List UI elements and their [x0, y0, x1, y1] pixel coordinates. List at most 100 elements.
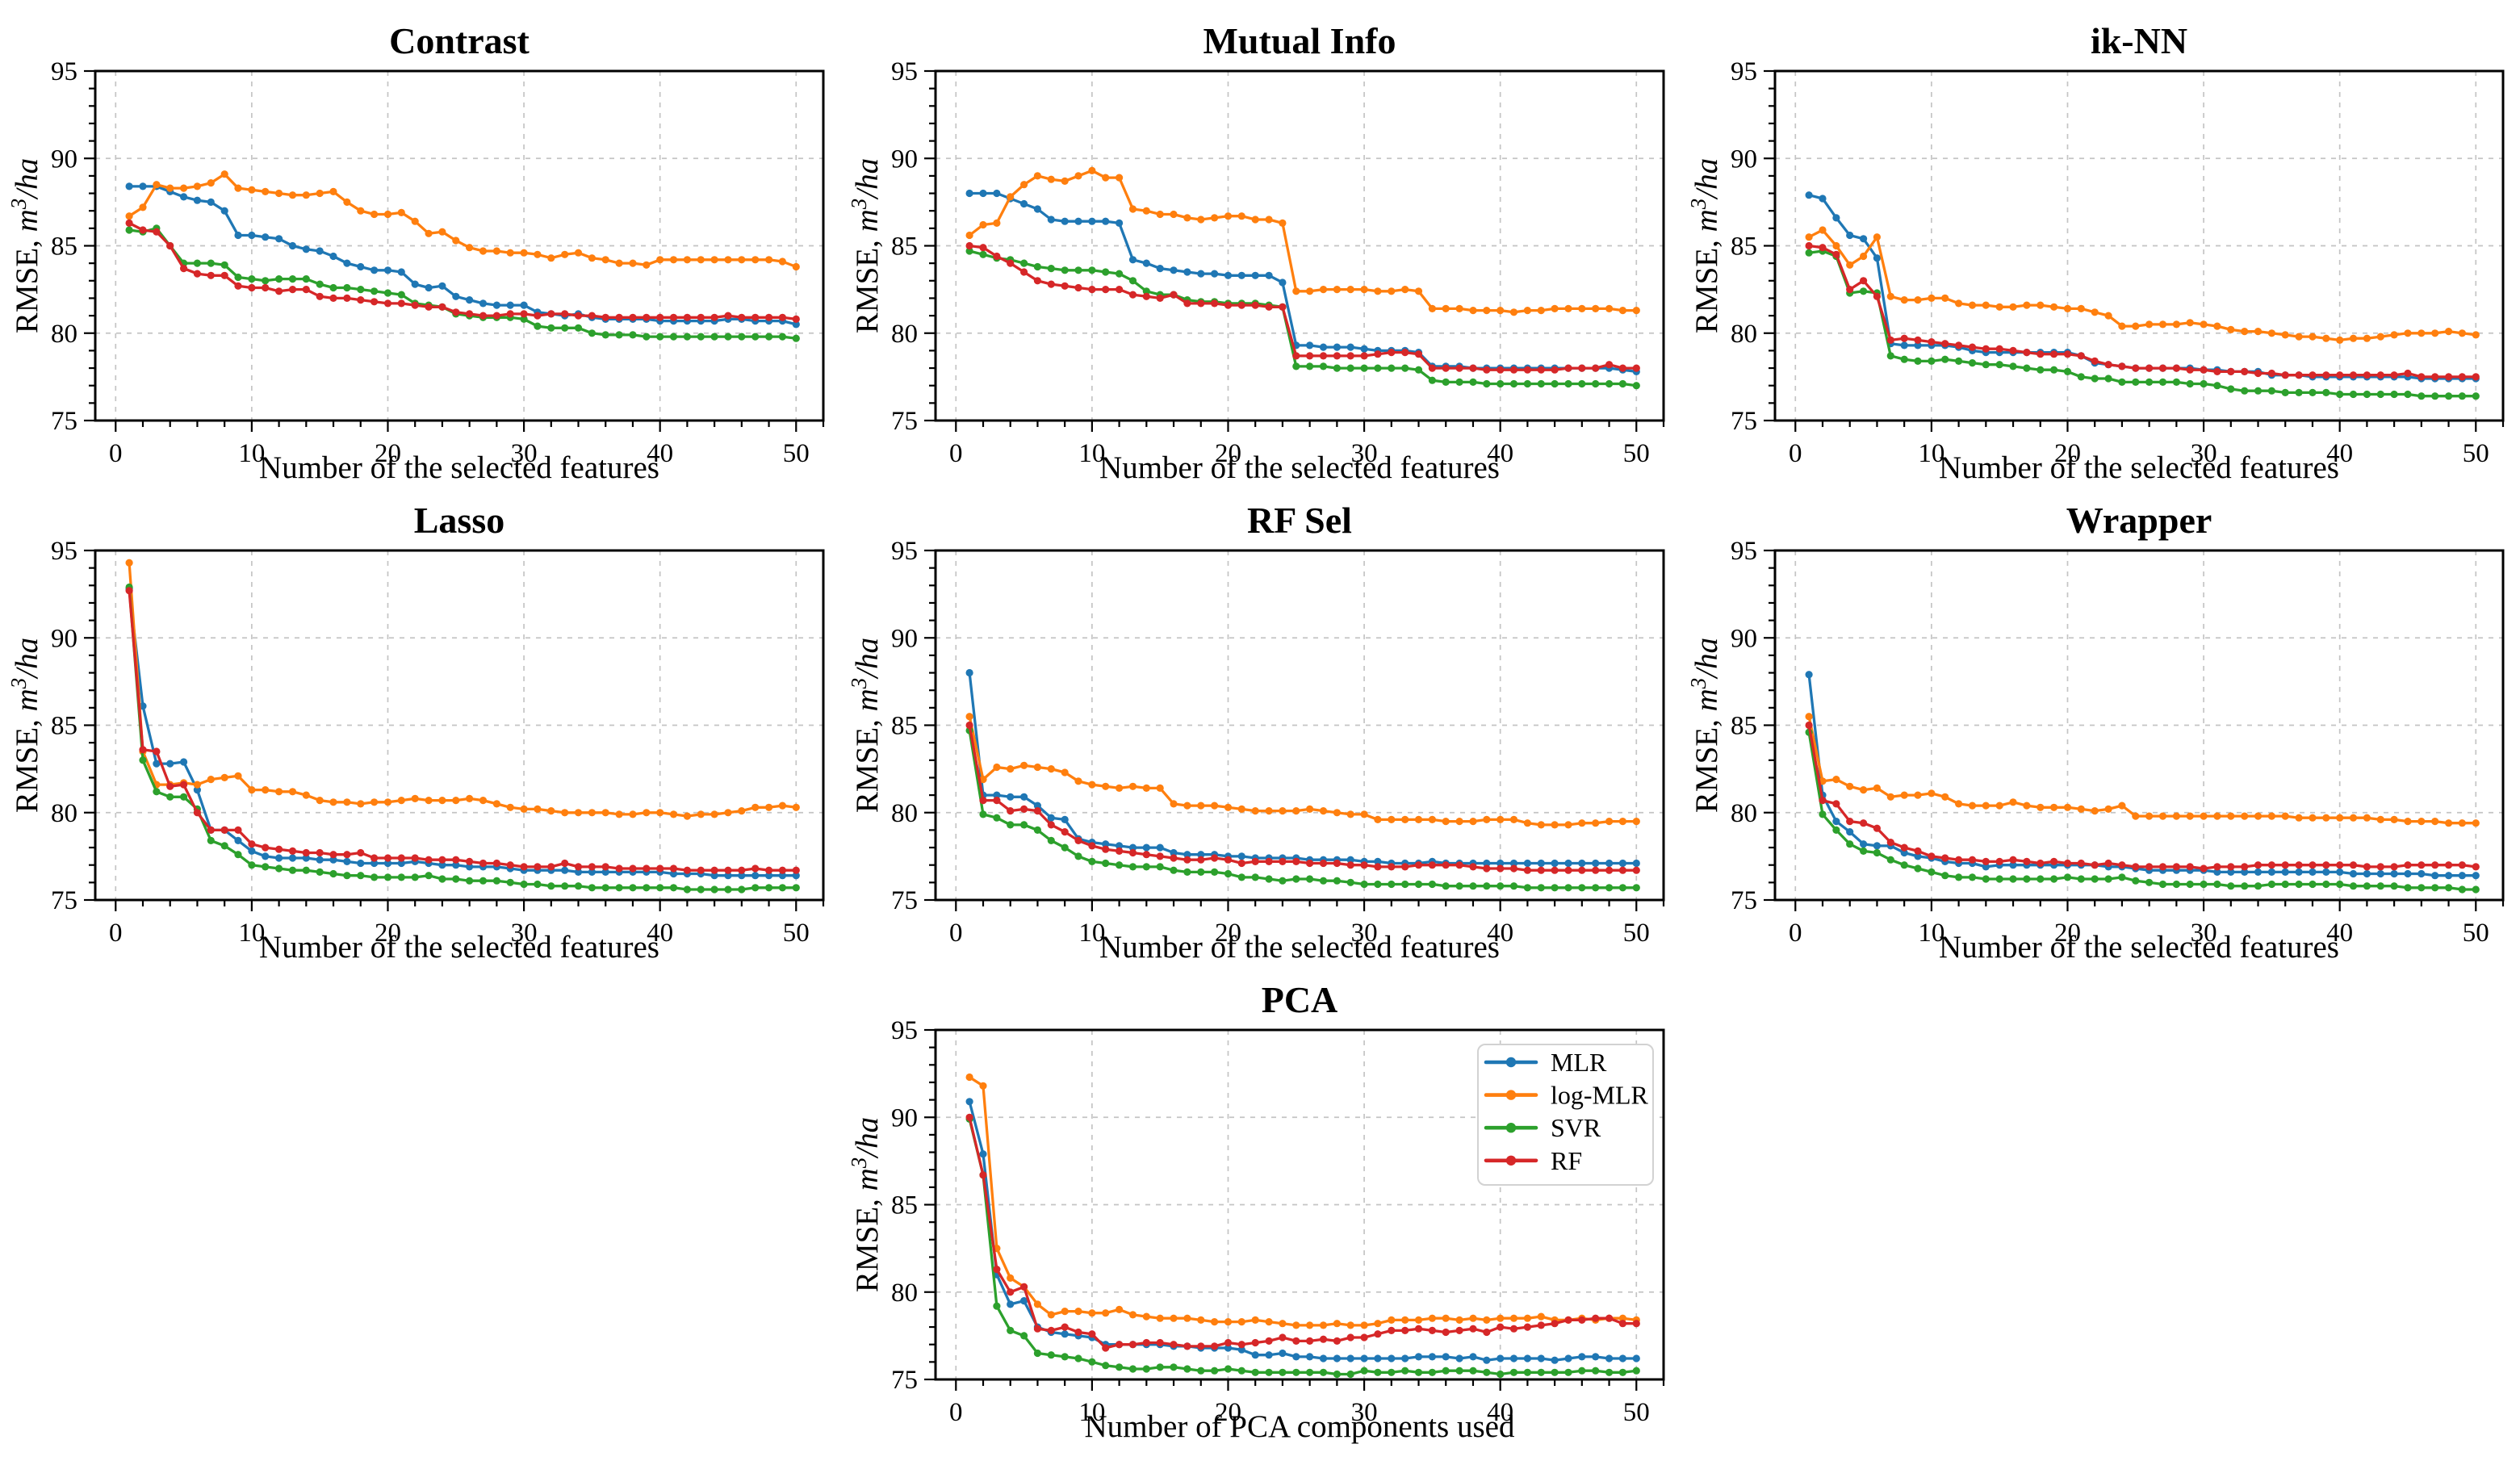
- x-tick-label: 10: [238, 919, 265, 948]
- series-markers-SVR: [125, 224, 800, 342]
- data-point: [1128, 782, 1137, 790]
- data-point: [1237, 859, 1245, 868]
- data-point: [1061, 1323, 1069, 1331]
- data-point: [2200, 379, 2208, 388]
- data-point: [1319, 343, 1328, 351]
- data-point: [1632, 884, 1640, 892]
- data-point: [2091, 375, 2099, 383]
- data-point: [2213, 367, 2221, 375]
- data-point: [1237, 1367, 1245, 1375]
- data-point: [1360, 1367, 1368, 1375]
- series-markers-SVR: [1805, 728, 2480, 894]
- data-point: [1346, 352, 1354, 360]
- data-point: [1061, 828, 1069, 836]
- data-point: [1886, 793, 1894, 801]
- data-point: [965, 1113, 973, 1121]
- data-point: [2037, 803, 2045, 811]
- data-point: [1007, 793, 1015, 801]
- data-point: [2431, 329, 2439, 337]
- data-point: [343, 198, 351, 206]
- data-point: [1914, 341, 1922, 350]
- data-point: [2472, 863, 2480, 871]
- data-point: [1618, 1314, 1626, 1322]
- data-point: [262, 233, 270, 241]
- data-point: [1224, 212, 1233, 220]
- data-point: [492, 859, 501, 868]
- data-point: [438, 282, 446, 290]
- data-point: [207, 179, 215, 187]
- data-point: [1374, 880, 1382, 889]
- data-point: [1455, 861, 1463, 869]
- data-point: [1860, 819, 1868, 827]
- data-point: [1047, 1311, 1055, 1319]
- x-tick-label: 0: [109, 919, 123, 948]
- data-point: [2390, 371, 2398, 379]
- data-point: [1497, 1354, 1505, 1362]
- series-line-MLR: [128, 587, 797, 877]
- series-line-MLR: [1807, 673, 2477, 877]
- data-point: [2037, 350, 2045, 358]
- data-point: [1292, 1321, 1300, 1329]
- data-point: [438, 228, 446, 236]
- data-point: [1632, 1354, 1640, 1362]
- data-point: [1941, 872, 1949, 880]
- data-point: [357, 800, 365, 808]
- data-point: [1886, 839, 1894, 847]
- data-point: [2091, 308, 2099, 316]
- data-point: [1061, 1330, 1069, 1338]
- data-point: [492, 877, 501, 885]
- data-point: [2431, 861, 2439, 869]
- data-point: [979, 810, 987, 818]
- data-point: [1333, 1370, 1341, 1379]
- data-point: [1523, 1323, 1531, 1331]
- data-point: [302, 791, 310, 799]
- data-point: [1886, 292, 1894, 300]
- data-point: [1197, 868, 1205, 876]
- data-point: [1074, 1354, 1082, 1362]
- data-point: [547, 310, 555, 318]
- data-point: [979, 776, 987, 784]
- data-point: [479, 299, 488, 308]
- data-point: [1605, 884, 1614, 892]
- data-point: [2132, 877, 2140, 885]
- x-tick-label: 0: [949, 1398, 963, 1427]
- data-point: [1928, 338, 1936, 346]
- data-point: [1564, 379, 1572, 388]
- data-point: [520, 805, 528, 813]
- data-point: [1455, 1367, 1463, 1375]
- data-point: [1995, 303, 2003, 311]
- data-point: [1497, 1314, 1505, 1322]
- data-point: [492, 301, 501, 309]
- x-tick-label: 30: [1351, 439, 1378, 468]
- data-point: [2431, 884, 2439, 892]
- data-point: [2132, 812, 2140, 820]
- data-point: [1007, 1288, 1015, 1296]
- data-point: [1007, 259, 1015, 267]
- data-point: [2186, 880, 2194, 889]
- data-point: [1333, 859, 1341, 868]
- data-point: [1414, 287, 1423, 295]
- data-point: [1955, 873, 1963, 881]
- data-point: [534, 250, 542, 258]
- data-point: [1900, 296, 1908, 304]
- data-point: [2063, 873, 2072, 881]
- ticks: [924, 1028, 1665, 1391]
- data-point: [965, 231, 973, 240]
- data-point: [1618, 818, 1626, 826]
- x-axis-label: Number of the selected features: [1099, 450, 1500, 485]
- data-point: [1116, 286, 1124, 294]
- data-point: [710, 313, 718, 321]
- data-point: [1592, 1314, 1600, 1322]
- data-point: [993, 189, 1001, 198]
- data-point: [2336, 371, 2344, 379]
- data-point: [262, 187, 270, 195]
- data-point: [1551, 1368, 1559, 1376]
- y-tick-label: 90: [1731, 624, 1757, 653]
- data-point: [1279, 857, 1287, 865]
- data-point: [1592, 866, 1600, 874]
- y-tick-label: 75: [51, 407, 77, 436]
- data-point: [1074, 172, 1082, 180]
- chart-title: RF Sel: [1247, 500, 1352, 541]
- data-point: [778, 333, 787, 341]
- data-point: [979, 244, 987, 252]
